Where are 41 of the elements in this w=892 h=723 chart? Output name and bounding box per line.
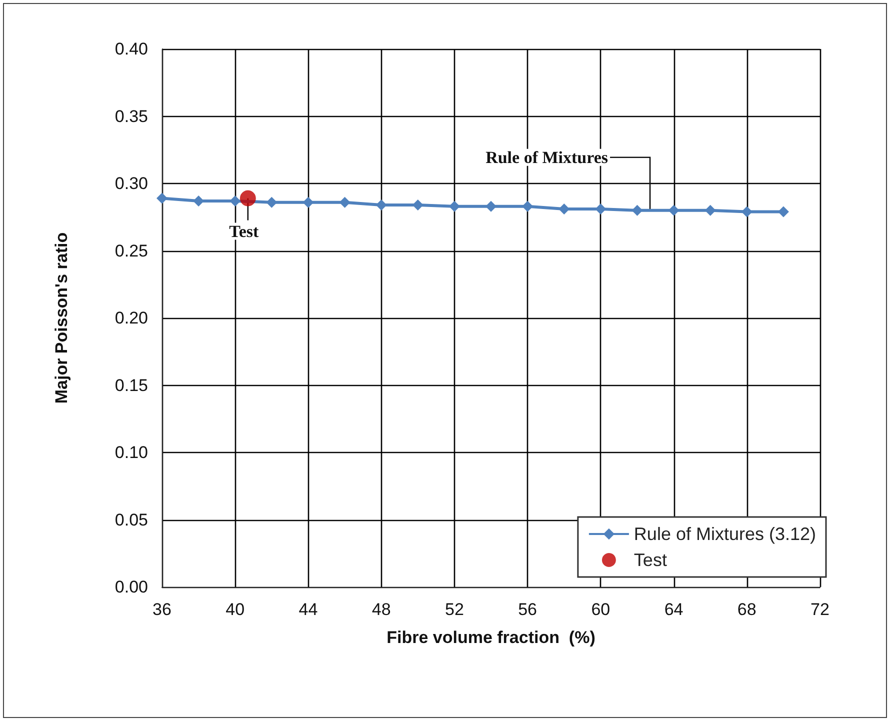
point [266,196,278,208]
point [302,196,314,208]
annotation: Test [229,222,260,241]
annotation: Rule of Mixtures [486,148,608,167]
y-tick-label: 0.10 [114,443,148,462]
y-tick-label: 0.00 [114,578,148,596]
y-tick-label: 0.35 [114,106,148,126]
point [778,206,789,218]
point [156,192,168,204]
point [230,195,241,206]
point [486,200,496,212]
point [240,190,256,206]
point [595,204,606,215]
x-tick-label: 36 [152,600,172,619]
y-tick-label: 0.40 [114,40,148,58]
x-tick-label: 44 [298,600,318,619]
x-axis-title: Fibre volume fraction (%) [386,628,596,647]
y-tick-label: 0.05 [114,510,148,530]
point [339,196,350,208]
point [522,200,534,212]
point [704,204,716,216]
x-tick-label: 60 [591,600,610,619]
x-tick-label: 72 [810,600,830,619]
x-tick-label: 48 [372,600,391,619]
y-tick-label: 0.20 [114,308,148,328]
x-tick-label: 56 [518,600,538,619]
y-tick-label: 0.30 [114,174,148,193]
point [376,200,387,211]
point [668,204,680,216]
x-tick-label: 52 [444,600,464,619]
y-tick-label: 0.15 [114,376,148,395]
y-axis-title: Major Poisson's ratio [52,232,71,404]
x-tick-label: 64 [664,600,684,619]
legend-label: Test [634,550,667,570]
y-tick-label: 0.25 [114,241,148,260]
point [741,206,752,218]
point [448,200,460,212]
x-tick-label: 68 [737,600,756,619]
legend-label: Rule of Mixtures (3.12) [634,524,816,544]
x-tick-label: 40 [226,600,245,619]
point [632,204,643,216]
